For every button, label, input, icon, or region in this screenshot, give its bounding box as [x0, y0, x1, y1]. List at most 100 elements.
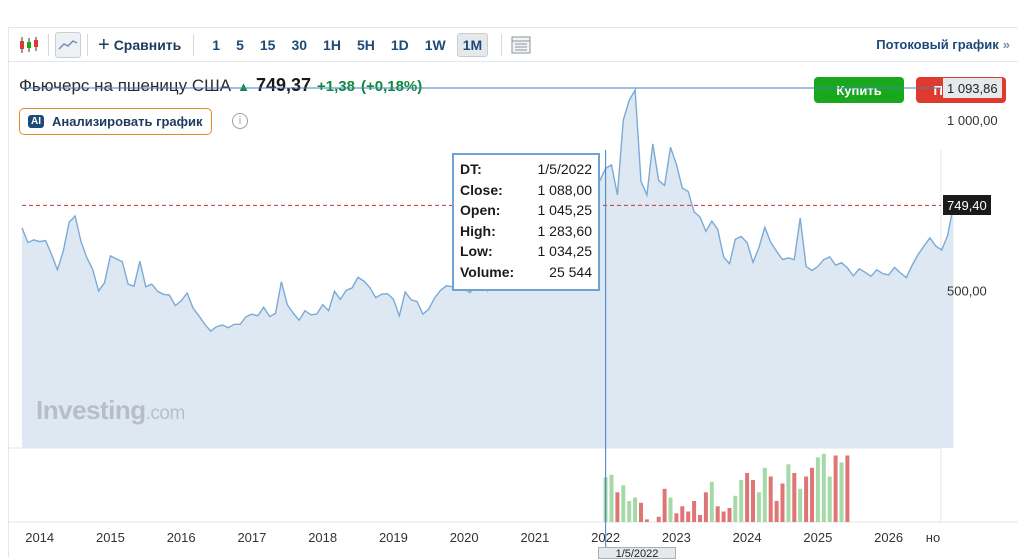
chart-toolbar: + Сравнить 1 5 15 30 1H 5H 1D 1W 1M Пото…: [8, 28, 1018, 62]
ohlc-tooltip: DT: 1/5/2022 Close: 1 088,00 Open: 1 045,25…: [452, 153, 600, 291]
volume-bar: [692, 501, 697, 522]
area-chart-icon[interactable]: [55, 31, 81, 58]
tooltip-row: DT: 1/5/2022: [460, 161, 592, 182]
timeframe-5[interactable]: 5: [236, 36, 244, 53]
volume-bar: [680, 506, 685, 523]
analyze-chart-label: Анализировать график: [52, 114, 203, 129]
timeframe-1[interactable]: 1: [212, 36, 221, 53]
instrument-header: Фьючерс на пшеницу США ▲ 749,37 +1,38 (+…: [19, 75, 422, 96]
timeframe-1w[interactable]: 1W: [424, 36, 446, 53]
chevron-double-right-icon: »: [1002, 37, 1010, 52]
streaming-chart-label: Потоковый график: [876, 37, 999, 52]
price-change: +1,38: [317, 78, 355, 95]
timeframe-30[interactable]: 30: [291, 36, 308, 53]
volume-bar: [674, 513, 679, 523]
tooltip-key: Low:: [460, 243, 493, 259]
volume-bar: [703, 492, 708, 523]
volume-bar: [815, 457, 820, 523]
volume-bar: [627, 501, 632, 522]
volume-bar: [621, 485, 626, 523]
buy-button[interactable]: Купить: [814, 77, 904, 103]
x-tick-label: но: [926, 530, 940, 545]
volume-bar: [739, 480, 744, 522]
volume-bar: [845, 455, 850, 522]
volume-bar: [780, 483, 785, 522]
volume-bar: [810, 467, 814, 523]
x-tick-label: 2018: [308, 530, 337, 545]
watermark-brand: Investing: [36, 395, 146, 425]
candlestick-icon[interactable]: [16, 32, 42, 58]
tooltip-value: 25 544: [549, 263, 592, 280]
tooltip-row: Close: 1 088,00: [460, 182, 592, 203]
price-area-fill: [22, 90, 954, 448]
timeframe-1h[interactable]: 1H: [323, 36, 341, 53]
volume-bar: [751, 480, 755, 522]
volume-bar: [715, 506, 720, 523]
timeframe-15[interactable]: 15: [259, 36, 276, 53]
volume-bar: [609, 474, 614, 523]
x-tick-label: 2021: [520, 530, 549, 545]
x-tick-label: 2024: [733, 530, 762, 545]
x-tick-label: 2017: [237, 530, 266, 545]
volume-bar: [798, 488, 803, 523]
instrument-name: Фьючерс на пшеницу США: [19, 76, 232, 95]
price-change-percent: (+0,18%): [360, 78, 423, 95]
volume-bar: [644, 519, 649, 522]
volume-bar: [821, 453, 826, 523]
compare-label: Сравнить: [113, 36, 182, 53]
tooltip-key: Open:: [460, 202, 501, 218]
tooltip-key: DT:: [460, 161, 482, 177]
tooltip-key: Volume:: [460, 263, 515, 280]
y-tick-label: 500,00: [947, 283, 987, 298]
chart-frame: [8, 27, 1018, 557]
tooltip-value: 1 088,00: [537, 181, 593, 198]
y-tick-label: 1 000,00: [947, 113, 998, 128]
volume-bar: [733, 495, 738, 523]
plus-icon: +: [98, 33, 110, 56]
volume-bar: [756, 492, 761, 523]
tooltip-key: High:: [460, 222, 496, 239]
volume-bar: [804, 476, 809, 522]
layout-icon[interactable]: [508, 32, 534, 58]
volume-bar: [721, 511, 726, 522]
arrow-up-icon: ▲: [237, 79, 250, 94]
watermark-suffix: .com: [145, 403, 186, 424]
volume-bar: [656, 516, 661, 523]
crosshair-price-tag: 1 093,86: [943, 78, 1002, 99]
volume-bar: [762, 467, 767, 523]
x-tick-label: 2026: [874, 530, 903, 545]
x-tick-label: 2014: [25, 530, 54, 545]
tooltip-key: Close:: [460, 181, 503, 198]
last-price: 749,37: [255, 75, 311, 95]
volume-bar: [774, 501, 779, 522]
tooltip-row: Volume: 25 544: [460, 264, 592, 285]
volume-bar: [662, 488, 667, 523]
volume-bar: [745, 473, 750, 522]
tooltip-row: High: 1 283,60: [460, 223, 592, 244]
timeframe-5h[interactable]: 5H: [356, 36, 375, 53]
volume-bar: [639, 502, 643, 523]
analyze-chart-button[interactable]: AI Анализировать график: [19, 108, 212, 135]
volume-bar: [727, 508, 732, 522]
x-tick-label: 2025: [803, 530, 832, 545]
x-tick-label: 2023: [662, 530, 691, 545]
volume-bar: [698, 515, 702, 522]
current-price-tag: 749,40: [943, 195, 991, 216]
x-tick-label: 2019: [379, 530, 408, 545]
volume-bar: [709, 481, 714, 523]
ai-chat-icon: AI: [28, 115, 44, 128]
tooltip-row: Open: 1 045,25: [460, 202, 592, 223]
x-tick-label: 2022: [591, 530, 620, 545]
compare-button[interactable]: + Сравнить: [98, 33, 182, 56]
investing-watermark: Investing.com: [36, 395, 185, 426]
crosshair-date-label: 1/5/2022: [598, 547, 676, 559]
toolbar-divider: [87, 33, 88, 56]
info-icon[interactable]: i: [232, 113, 248, 129]
volume-bar: [686, 511, 691, 522]
streaming-chart-link[interactable]: Потоковый график»: [876, 37, 1010, 52]
timeframe-1m[interactable]: 1M: [456, 32, 489, 57]
tooltip-value: 1 283,60: [537, 222, 593, 239]
timeframe-1d[interactable]: 1D: [390, 36, 409, 53]
volume-bar: [839, 462, 844, 522]
